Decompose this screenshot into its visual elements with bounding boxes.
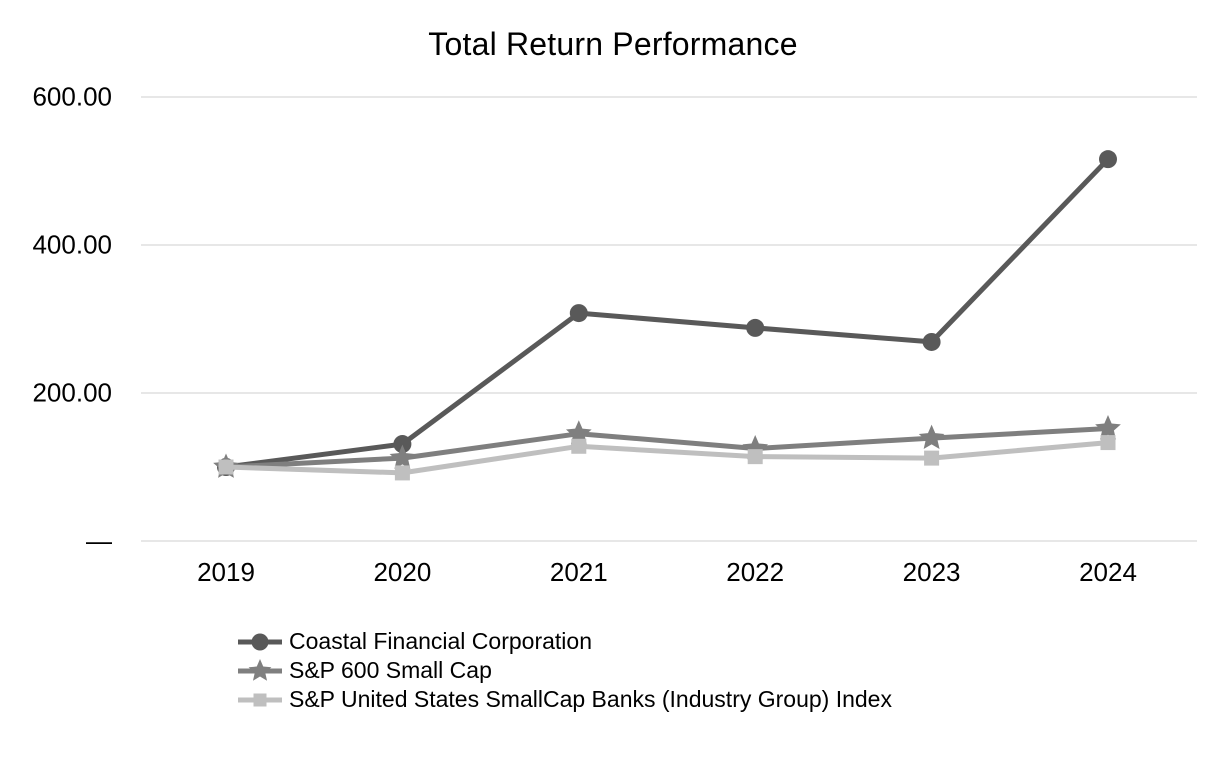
data-point-circle	[393, 435, 412, 454]
legend-item: Coastal Financial Corporation	[238, 627, 892, 656]
data-point-square	[747, 449, 763, 465]
x-axis-tick-label: 2023	[902, 557, 961, 587]
x-axis-tick-label: 2024	[1079, 557, 1137, 587]
legend: Coastal Financial Corporation S&P 600 Sma…	[238, 627, 892, 714]
square-legend-marker-icon	[238, 693, 282, 706]
x-axis-tick-label: 2022	[726, 557, 785, 587]
y-axis-tick-label: —	[86, 525, 112, 556]
legend-item: S&P United States SmallCap Banks (Indust…	[238, 685, 892, 714]
legend-label: S&P 600 Small Cap	[289, 657, 492, 683]
x-axis-tick-label: 2021	[549, 557, 608, 587]
data-point-star	[389, 444, 416, 470]
x-axis-tick-label: 2020	[373, 557, 432, 587]
legend-marker-square	[253, 693, 267, 706]
series-line-circle	[223, 156, 1111, 470]
legend-label: Coastal Financial Corporation	[289, 628, 592, 654]
y-axis-tick-label: 400.00	[32, 229, 112, 260]
data-point-circle	[746, 318, 765, 337]
legend-item: S&P 600 Small Cap	[238, 656, 892, 685]
series-line-star	[223, 426, 1111, 470]
data-point-star	[565, 420, 592, 445]
chart-title: Total Return Performance	[428, 26, 798, 62]
x-axis-tick-label: 2019	[197, 557, 255, 587]
legend-label: S&P United States SmallCap Banks (Indust…	[289, 686, 892, 712]
data-point-circle	[569, 304, 588, 323]
y-axis-tick-label: 600.00	[32, 81, 112, 112]
circle-legend-marker-icon	[238, 633, 282, 650]
legend-marker-star	[248, 658, 272, 681]
legend-marker-circle	[251, 633, 269, 650]
data-point-square	[394, 465, 410, 481]
data-point-circle	[922, 332, 941, 351]
data-point-square	[924, 450, 940, 466]
star-legend-marker-icon	[238, 658, 282, 681]
series-line-square	[223, 440, 1111, 476]
data-point-square	[571, 438, 587, 454]
data-point-square	[1100, 435, 1116, 451]
data-point-square	[218, 459, 234, 475]
data-point-star	[1095, 415, 1121, 440]
data-point-circle	[1099, 150, 1117, 169]
y-axis-tick-label: 200.00	[32, 377, 112, 408]
data-point-star	[918, 424, 945, 450]
